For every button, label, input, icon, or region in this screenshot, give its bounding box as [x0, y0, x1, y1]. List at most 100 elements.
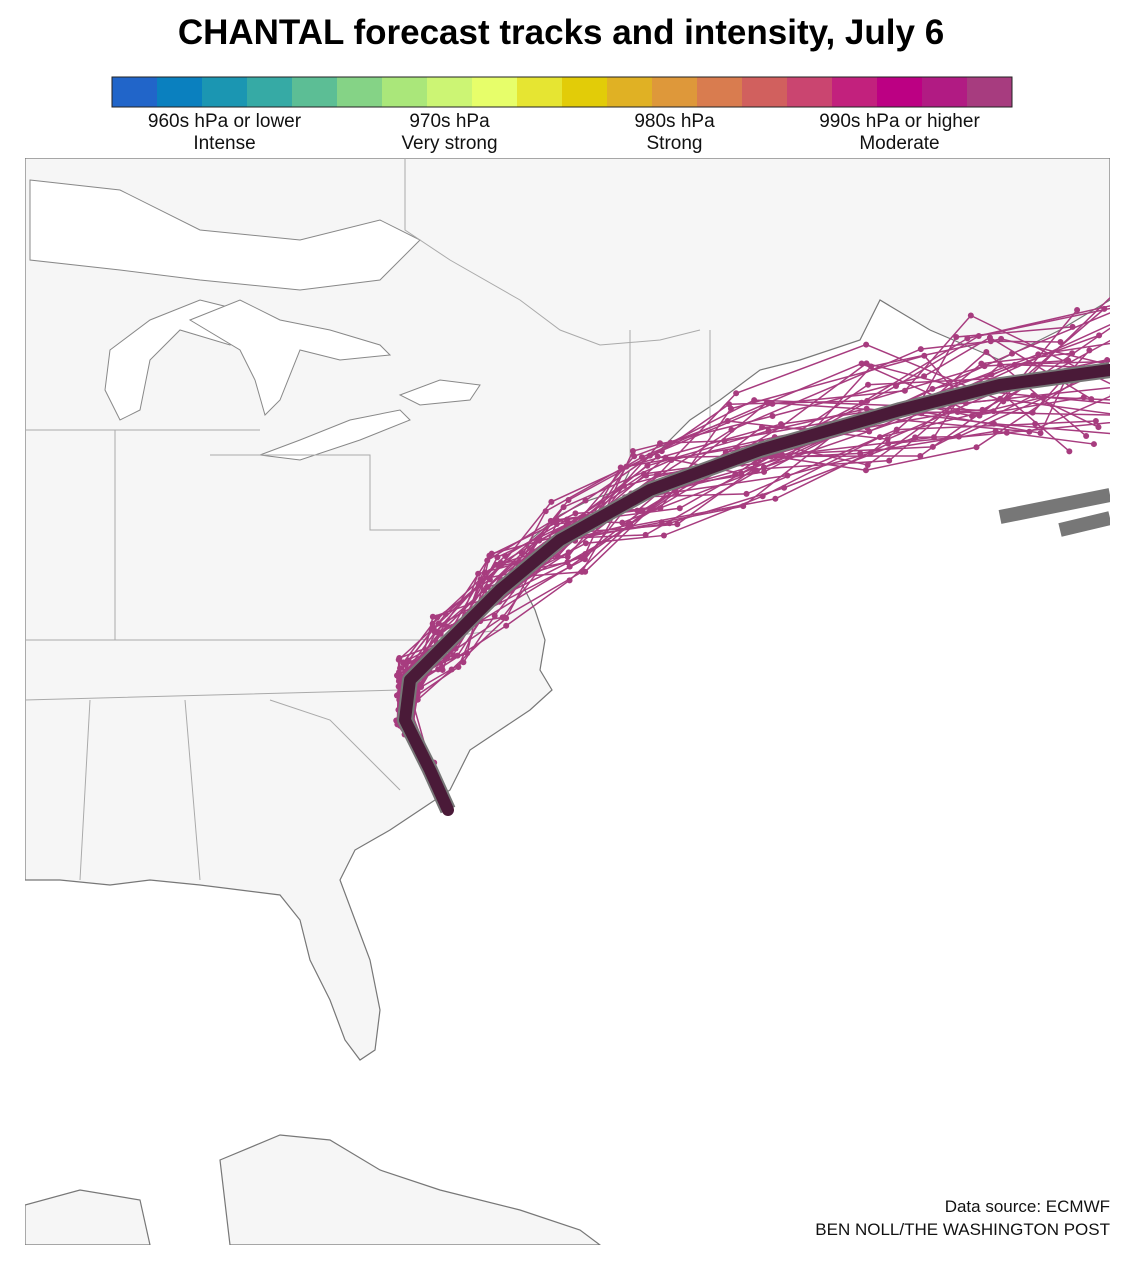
- land: [25, 158, 1110, 1061]
- track-point: [1116, 401, 1122, 407]
- color-swatch: [382, 77, 428, 107]
- track-point: [396, 655, 403, 662]
- color-swatch: [832, 77, 878, 107]
- color-swatch: [517, 77, 563, 107]
- track-point: [761, 468, 768, 475]
- track-point: [660, 532, 667, 539]
- legend-pressure: 980s hPa: [634, 111, 715, 132]
- legend-pressure: 970s hPa: [409, 111, 490, 132]
- track-point: [1111, 291, 1117, 297]
- track-point: [769, 413, 776, 420]
- track-point: [864, 462, 871, 469]
- track-point: [400, 659, 407, 666]
- track-point: [437, 629, 444, 636]
- track-point: [631, 453, 638, 460]
- track-point: [728, 426, 735, 433]
- track-point: [750, 466, 757, 473]
- track-point: [779, 452, 786, 459]
- track-point: [732, 471, 739, 478]
- track-point: [484, 557, 491, 564]
- land: [25, 1134, 601, 1245]
- track-point: [973, 444, 980, 451]
- color-swatch: [652, 77, 698, 107]
- track-point: [438, 663, 445, 670]
- track-point: [1037, 430, 1044, 437]
- track-point: [500, 614, 507, 621]
- color-swatch: [337, 77, 383, 107]
- mean-track: [399, 364, 1110, 816]
- color-swatch: [742, 77, 788, 107]
- track-point: [560, 504, 567, 511]
- color-swatch: [472, 77, 518, 107]
- track-point: [578, 568, 585, 575]
- track-point: [1092, 418, 1099, 425]
- lakes: [29, 179, 481, 461]
- track-point: [566, 563, 573, 570]
- track-point: [434, 614, 441, 621]
- track-point: [862, 467, 869, 474]
- track-point: [429, 613, 436, 620]
- track-point: [629, 448, 636, 455]
- track-point: [432, 628, 439, 635]
- track-outline: [998, 488, 1110, 537]
- color-swatch: [247, 77, 293, 107]
- legend-category: Intense: [193, 133, 255, 154]
- track-point: [486, 552, 493, 559]
- color-swatch: [427, 77, 473, 107]
- track-point: [929, 443, 936, 450]
- track-point: [992, 428, 999, 435]
- track-point: [964, 335, 971, 342]
- track-point: [1069, 350, 1076, 357]
- track-point: [444, 623, 451, 630]
- forecast-tracks: [393, 291, 1133, 816]
- track-point: [953, 333, 960, 340]
- track-point: [997, 361, 1004, 368]
- legend-category: Strong: [647, 133, 703, 154]
- track-point: [921, 373, 928, 380]
- track-point: [454, 652, 461, 659]
- color-swatch: [607, 77, 653, 107]
- track-point: [1096, 332, 1103, 339]
- track-point: [503, 622, 510, 629]
- track-point: [865, 381, 872, 388]
- track-point: [638, 454, 645, 461]
- track-point: [674, 521, 681, 528]
- legend-pressure: 990s hPa or higher: [819, 111, 980, 132]
- track-point: [986, 334, 993, 341]
- track-point: [967, 312, 974, 319]
- track-point: [978, 360, 985, 367]
- track-point: [634, 507, 641, 514]
- track-point: [564, 553, 571, 560]
- track-point: [1127, 412, 1133, 418]
- track-point: [743, 490, 750, 497]
- color-swatch: [697, 77, 743, 107]
- track-point: [876, 434, 883, 441]
- track-point: [917, 346, 924, 353]
- track-point: [930, 434, 937, 441]
- track-point: [917, 452, 924, 459]
- track-point: [1083, 433, 1090, 440]
- legend-frame: [111, 76, 1013, 108]
- track-point: [784, 472, 791, 479]
- track-point: [460, 659, 467, 666]
- track-point: [868, 363, 875, 370]
- track-point: [1057, 339, 1064, 346]
- track-point: [786, 453, 793, 460]
- track-point: [564, 559, 571, 566]
- color-swatch: [562, 77, 608, 107]
- track-point: [1032, 420, 1039, 427]
- track-point: [1041, 393, 1048, 400]
- track-point: [518, 550, 525, 557]
- track-point: [858, 399, 865, 406]
- track-point: [983, 349, 990, 356]
- track-point: [1117, 332, 1123, 338]
- color-swatch: [292, 77, 338, 107]
- legend-category: Moderate: [859, 133, 939, 154]
- track-point: [1126, 299, 1132, 305]
- color-swatch: [922, 77, 968, 107]
- track-point: [765, 399, 772, 406]
- track-point: [1095, 424, 1102, 431]
- track-point: [475, 570, 482, 577]
